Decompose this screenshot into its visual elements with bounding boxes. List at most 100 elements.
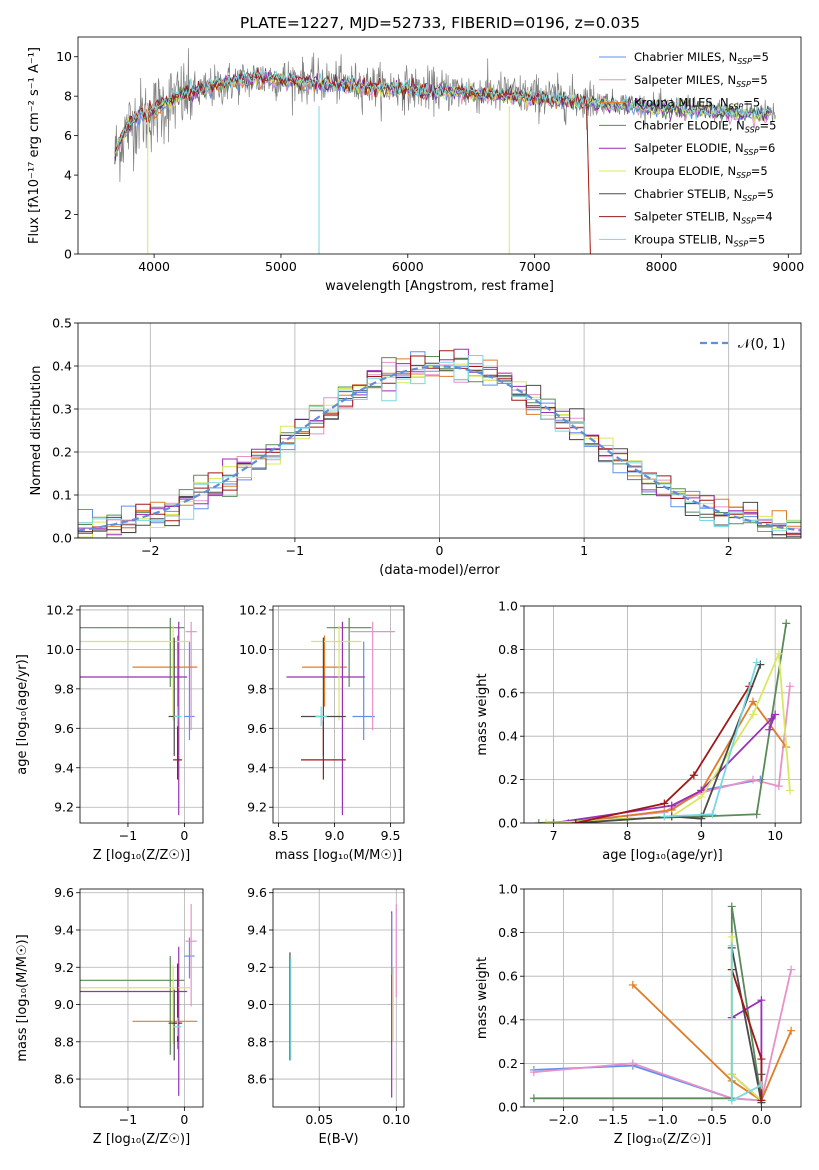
plot-frame [523,605,802,824]
y-tick-label: 0.3 [52,402,72,417]
model-line-kroupa_stelib [114,69,770,155]
plots-layer: 4000 5000 6000 7000 8000 90000246810wavelengt… [15,36,804,1147]
weight-marker-salpeter_miles [529,1068,538,1077]
weight-marker-kroupa_elodie [697,792,706,801]
weight-marker-kroupa_miles [787,1026,796,1035]
y-axis-label: mass weight [475,673,490,755]
legend: 𝒩(0, 1) [700,337,785,352]
weight-marker-salpeter_elodie [765,725,774,734]
legend-label-salpeter_elodie: Salpeter ELODIE, NSSP=6 [634,141,775,157]
weight-marker-kroupa_elodie [774,649,783,658]
legend-label-gaussian: 𝒩(0, 1) [738,337,785,352]
y-tick-label: 8.6 [247,1072,267,1087]
legend-label-chabrier_stelib: Chabrier STELIB, NSSP=5 [634,187,774,203]
y-tick-label: 9.0 [247,997,267,1012]
plot-frame [272,605,405,824]
y-axis-label: age [log₁₀(age/yr)] [15,654,30,775]
chart-spectrum: 4000 5000 6000 7000 8000 9000 0 2 4 6 8 10 wavelengt… [27,36,804,294]
y-tick-label: 10 [56,49,72,64]
weight-marker-chabrier_stelib [697,814,706,823]
y-tick-label: 8 [64,89,72,104]
y-tick-label: 0.1 [52,488,72,503]
y-axis-label: Flux [fλ10⁻¹⁷ erg cm⁻² s⁻¹ A⁻¹] [27,47,42,244]
legend-label-salpeter_stelib: Salpeter STELIB, NSSP=4 [634,210,773,226]
y-tick-label: 9.6 [54,885,74,900]
y-tick-label: 8.6 [54,1072,74,1087]
x-tick-label: 4000 [138,259,170,274]
histogram-salpeter_stelib [78,350,801,535]
weight-line-kroupa_miles [632,984,792,1102]
y-tick-label: 9.2 [54,960,74,975]
weight-marker-salpeter_elodie [667,801,676,810]
weight-marker-kroupa_elodie [748,710,757,719]
x-axis-label: Z [log₁₀(Z/Z☉)] [614,1132,711,1147]
weight-marker-salpeter_stelib [757,1096,766,1105]
plot-frame [272,888,405,1108]
y-tick-label: 1.0 [498,882,518,897]
y-tick-label: 10.2 [46,602,74,617]
x-tick-label: −1 [286,543,304,558]
plot-area [534,619,794,823]
y-tick-label: 0.4 [498,729,518,744]
chart-mass_weight_vs_age: 7 8 9 10 0.0 0.2 0.4 0.6 0.8 1.0 age [log₁₀(age/yr… [475,599,802,863]
plot-frame [77,36,802,255]
x-tick-label: 6000 [392,259,424,274]
x-axis-label: mass [log₁₀(M/M☉)] [275,848,402,863]
weight-marker-salpeter_miles [785,682,794,691]
weight-marker-salpeter_elodie [771,710,780,719]
y-tick-label: 9.2 [247,960,267,975]
x-axis-label: wavelength [Angstrom, rest frame] [325,279,554,294]
plot-area [529,902,796,1107]
plot-frame [77,322,802,539]
x-tick-label: 9000 [772,259,804,274]
x-tick-label: 9.5 [381,828,401,843]
weight-marker-kroupa_stelib [727,1096,736,1105]
x-tick-label: −0.5 [697,1112,727,1127]
y-axis-label: mass [log₁₀(M/M☉)] [15,934,30,1061]
weight-marker-chabrier_elodie [752,810,761,819]
weight-marker-kroupa_stelib [757,1081,766,1090]
y-tick-label: 6 [64,128,72,143]
weight-marker-salpeter_stelib [689,771,698,780]
x-tick-label: −1 [119,1112,137,1127]
x-tick-label: −1.0 [647,1112,677,1127]
weight-marker-kroupa_stelib [752,658,761,667]
x-tick-label: 0 [180,1112,188,1127]
plot-frame [79,605,204,824]
weight-marker-salpeter_miles [774,782,783,791]
legend-label-chabrier_elodie: Chabrier ELODIE, NSSP=5 [634,118,776,134]
y-tick-label: 9.8 [247,681,267,696]
weight-marker-chabrier_stelib [756,660,765,669]
y-tick-label: 8.8 [247,1034,267,1049]
y-tick-label: 0.0 [498,816,518,831]
weight-marker-salpeter_elodie [767,714,776,723]
y-tick-label: 10.2 [239,602,267,617]
y-tick-label: 0.4 [52,359,72,374]
x-axis-label: Z [log₁₀(Z/Z☉)] [93,848,190,863]
figure-title: PLATE=1227, MJD=52733, FIBERID=0196, z=0… [240,14,640,32]
x-tick-label: 1 [580,543,588,558]
plot-area [289,903,397,1098]
y-tick-label: 9.6 [247,885,267,900]
chart-mass_weight_vs_Z: −2.0 −1.5 −1.0 −0.5 0.0 0.0 0.2 0.4 0.6 0.8 1.0 Z [… [475,882,802,1147]
x-tick-label: 8000 [646,259,678,274]
weight-marker-salpeter_miles [748,775,757,784]
y-tick-label: 10.0 [46,642,74,657]
y-tick-label: 9.0 [54,997,74,1012]
weight-marker-salpeter_stelib [571,819,580,823]
y-axis-label: Normed distribution [29,366,44,496]
plot-area [286,617,396,816]
x-tick-label: 0.0 [751,1112,771,1127]
x-tick-label: 0 [180,828,188,843]
y-tick-label: 1.0 [498,599,518,614]
x-tick-label: 9 [697,828,705,843]
weight-marker-salpeter_stelib [757,1055,766,1064]
x-tick-label: −1 [119,828,137,843]
legend-label-chabrier_miles: Chabrier MILES, NSSP=5 [634,50,769,66]
legend-label-kroupa_miles: Kroupa MILES, NSSP=5 [634,96,760,112]
weight-marker-salpeter_miles [787,965,796,974]
y-tick-label: 9.2 [54,800,74,815]
x-tick-label: 9.0 [325,828,345,843]
y-tick-label: 0.6 [498,969,518,984]
